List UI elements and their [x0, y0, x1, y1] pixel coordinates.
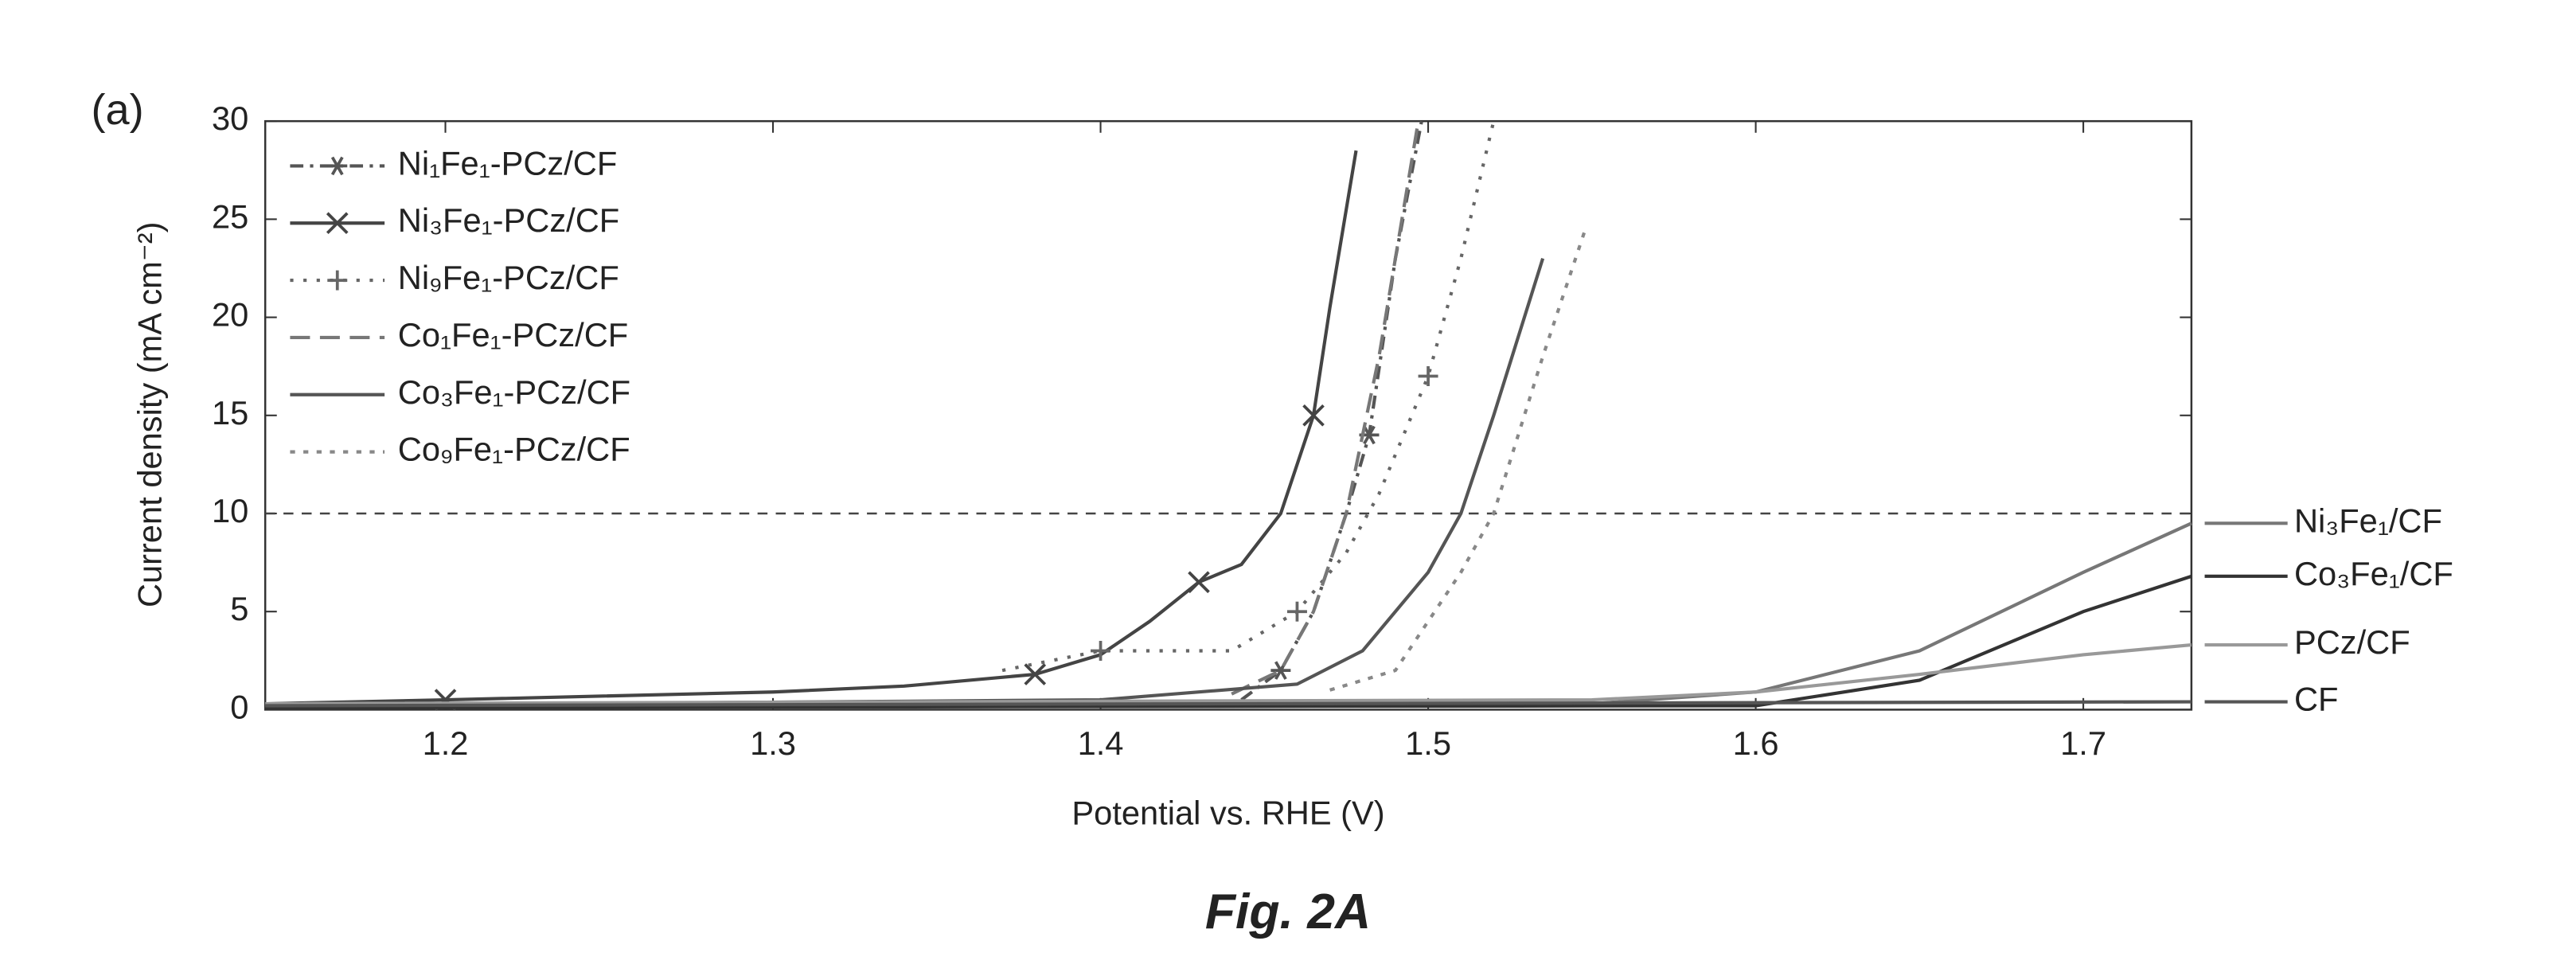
y-tick-label: 20 [212, 296, 248, 334]
y-tick-label: 0 [230, 688, 248, 725]
marker-stroke [330, 156, 344, 176]
series-line [1001, 120, 1496, 673]
marker [1091, 640, 1111, 661]
marker [1188, 571, 1210, 594]
marker-stroke [1188, 571, 1210, 594]
marker-stroke [1024, 663, 1047, 685]
series-line [265, 521, 2192, 708]
series-line [265, 258, 1545, 708]
marker [326, 212, 349, 235]
x-tick-label: 1.6 [1733, 724, 1779, 762]
series-line [265, 574, 2192, 710]
y-tick-label: 5 [230, 590, 248, 627]
series-line [1329, 228, 1587, 692]
x-tick-label: 1.5 [1405, 724, 1451, 762]
marker [327, 270, 348, 291]
marker [1024, 663, 1047, 685]
y-tick-label: 30 [212, 100, 248, 137]
y-axis-label: Current density (mA cm⁻²) [131, 221, 169, 607]
y-tick-label: 10 [212, 492, 248, 529]
series-label: Ni₃Fe₁/CF [2294, 502, 2442, 539]
series-line [265, 700, 2192, 708]
marker [1418, 366, 1438, 387]
x-axis-label: Potential vs. RHE (V) [1071, 795, 1384, 832]
panel-label: (a) [92, 86, 144, 134]
series-label: PCz/CF [2294, 623, 2410, 661]
series-label: Co₃Fe₁/CF [2294, 555, 2453, 592]
marker [1302, 404, 1325, 427]
x-tick-label: 1.4 [1078, 724, 1124, 762]
legend-label: Ni₁Fe₁-PCz/CF [398, 144, 618, 182]
x-tick-label: 1.7 [2060, 724, 2106, 762]
marker-stroke [326, 212, 349, 235]
x-tick-label: 1.2 [423, 724, 469, 762]
series-line [265, 643, 2192, 706]
legend-label: Ni₃Fe₁-PCz/CF [398, 201, 619, 239]
series-line [1231, 120, 1420, 696]
series-label: CF [2294, 681, 2339, 718]
legend-label: Co₁Fe₁-PCz/CF [398, 316, 628, 353]
marker [1286, 601, 1307, 622]
legend-label: Ni₉Fe₁-PCz/CF [398, 259, 619, 296]
legend-label: Co₉Fe₁-PCz/CF [398, 431, 630, 468]
marker [327, 156, 348, 176]
x-tick-label: 1.3 [750, 724, 796, 762]
legend-label: Co₃Fe₁-PCz/CF [398, 373, 630, 411]
y-tick-label: 25 [212, 197, 248, 235]
y-tick-label: 15 [212, 394, 248, 431]
marker-stroke [1302, 404, 1325, 427]
marker-stroke [1363, 425, 1376, 445]
caption: Fig. 2A [1205, 884, 1371, 939]
